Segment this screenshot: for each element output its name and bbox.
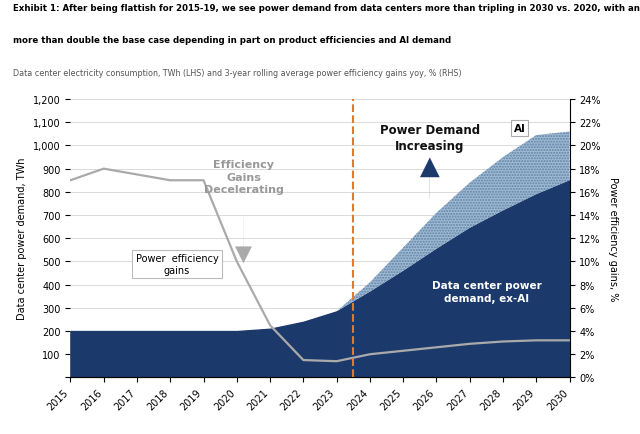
Y-axis label: Power efficiency gains, %: Power efficiency gains, % bbox=[607, 177, 618, 301]
Text: Data center power
demand, ex-AI: Data center power demand, ex-AI bbox=[431, 280, 541, 303]
Text: more than double the base case depending in part on product efficiencies and AI : more than double the base case depending… bbox=[13, 36, 451, 45]
Y-axis label: Data center power demand, TWh: Data center power demand, TWh bbox=[17, 158, 28, 320]
Text: Data center electricity consumption, TWh (LHS) and 3-year rolling average power : Data center electricity consumption, TWh… bbox=[13, 69, 461, 78]
Text: Power Demand
Increasing: Power Demand Increasing bbox=[380, 124, 480, 153]
Text: AI: AI bbox=[514, 124, 525, 134]
Text: Exhibit 1: After being flattish for 2015-19, we see power demand from data cente: Exhibit 1: After being flattish for 2015… bbox=[13, 4, 640, 13]
Text: Efficiency
Gains
Decelerating: Efficiency Gains Decelerating bbox=[204, 160, 284, 195]
Text: Power  efficiency
gains: Power efficiency gains bbox=[136, 253, 218, 275]
